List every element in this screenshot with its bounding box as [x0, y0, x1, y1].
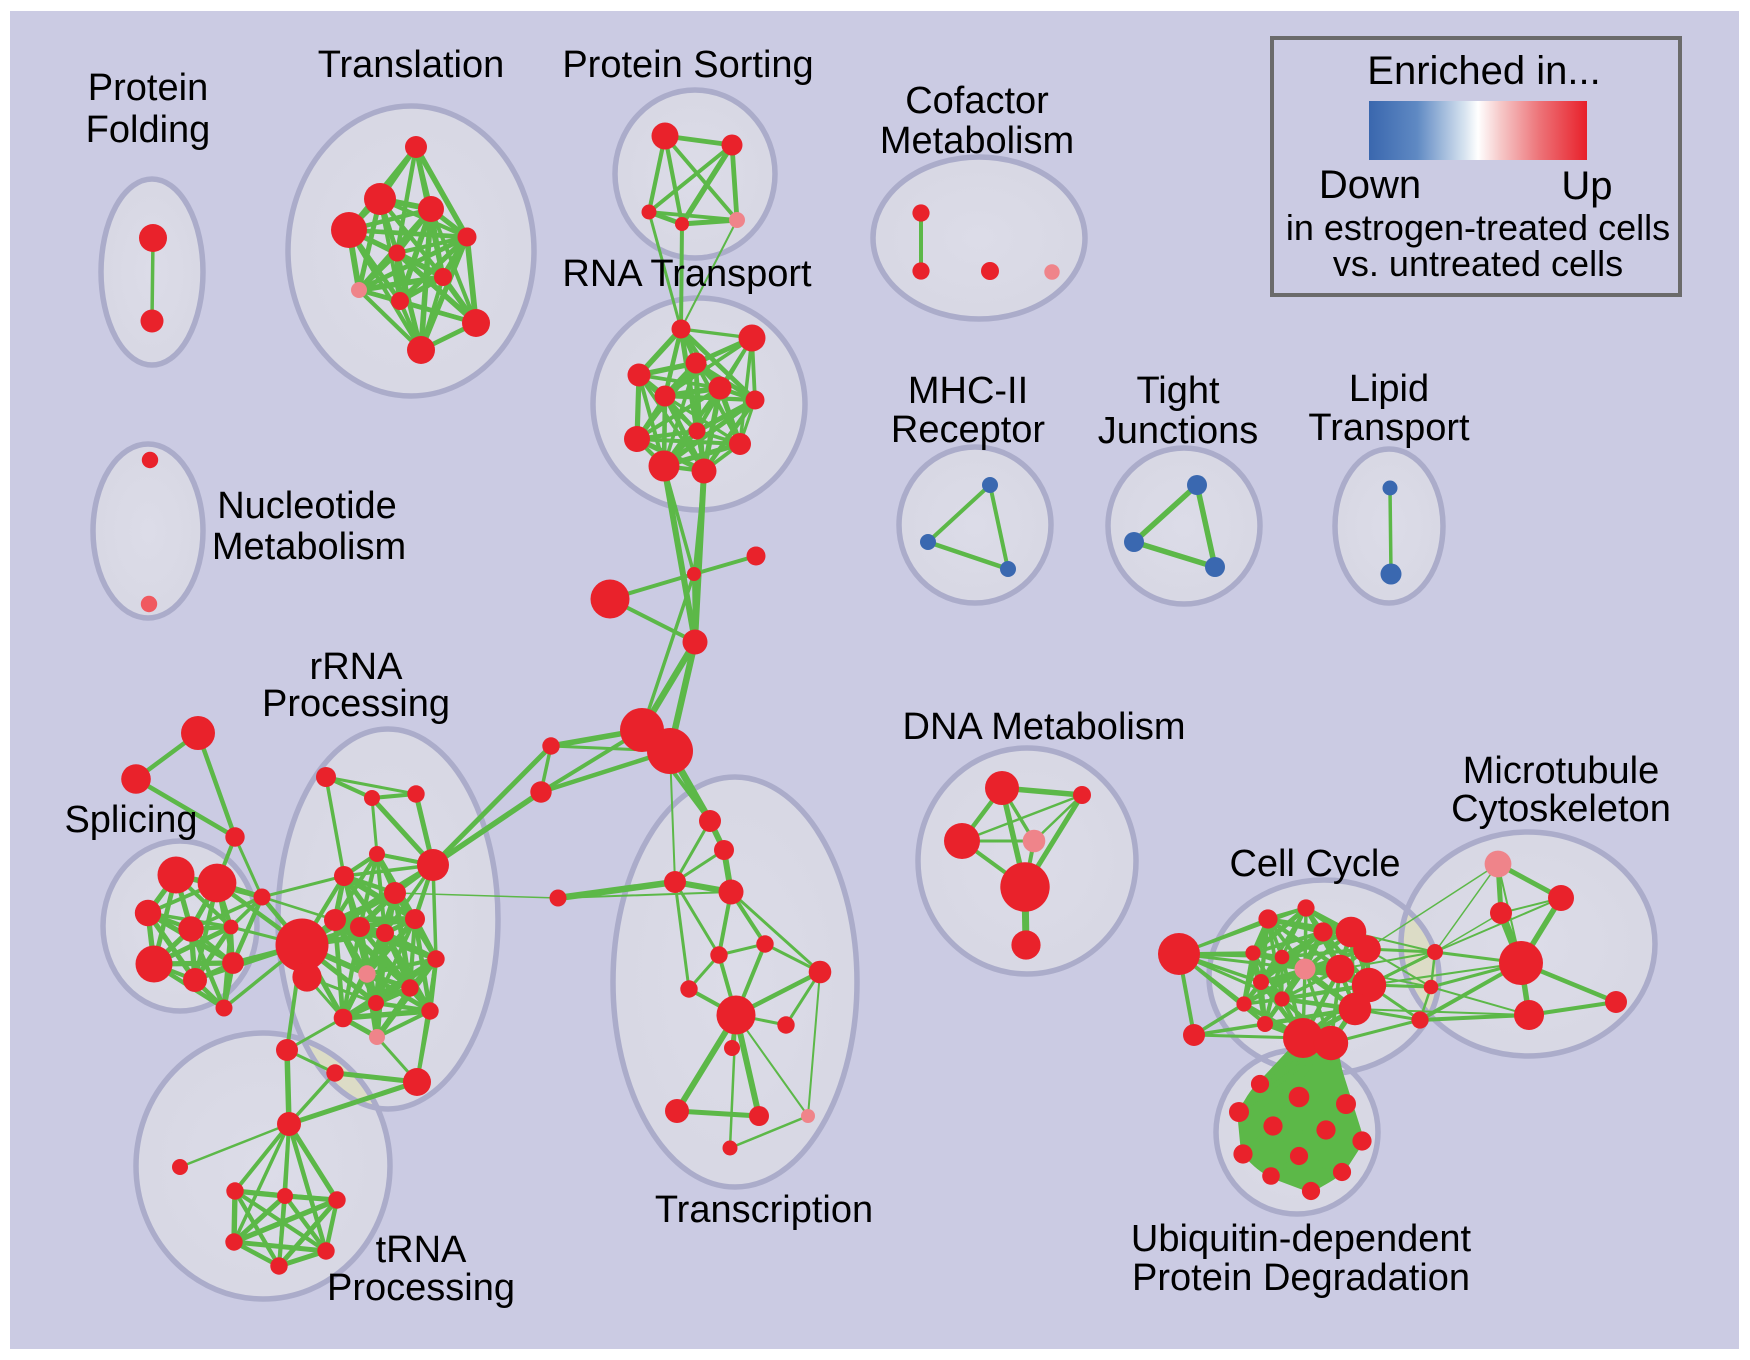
svg-text:DNA Metabolism: DNA Metabolism: [903, 706, 1186, 748]
svg-text:Cell Cycle: Cell Cycle: [1229, 843, 1400, 885]
svg-text:Enriched in...: Enriched in...: [1367, 49, 1600, 93]
svg-text:Protein: Protein: [88, 67, 208, 109]
svg-text:MHC-II: MHC-II: [908, 370, 1028, 412]
svg-text:Down: Down: [1319, 163, 1421, 207]
svg-text:Protein Degradation: Protein Degradation: [1132, 1257, 1470, 1299]
svg-text:Protein Sorting: Protein Sorting: [562, 44, 813, 86]
svg-text:Metabolism: Metabolism: [880, 120, 1074, 162]
svg-text:Splicing: Splicing: [64, 799, 197, 841]
svg-text:Tight: Tight: [1136, 370, 1220, 412]
svg-text:Processing: Processing: [327, 1267, 515, 1309]
svg-text:Translation: Translation: [318, 44, 505, 86]
svg-text:Receptor: Receptor: [891, 409, 1046, 451]
svg-text:RNA Transport: RNA Transport: [562, 253, 812, 295]
svg-text:Junctions: Junctions: [1098, 410, 1259, 452]
svg-text:vs. untreated cells: vs. untreated cells: [1333, 243, 1623, 284]
svg-text:Microtubule: Microtubule: [1463, 750, 1659, 792]
svg-text:Lipid: Lipid: [1349, 368, 1429, 410]
svg-text:tRNA: tRNA: [376, 1229, 467, 1271]
svg-text:Transport: Transport: [1308, 407, 1470, 449]
svg-text:Ubiquitin-dependent: Ubiquitin-dependent: [1131, 1218, 1472, 1260]
svg-text:Transcription: Transcription: [655, 1189, 873, 1231]
svg-text:Metabolism: Metabolism: [212, 526, 406, 568]
svg-text:Nucleotide: Nucleotide: [217, 485, 397, 527]
svg-text:Folding: Folding: [86, 109, 211, 151]
svg-text:Cofactor: Cofactor: [905, 80, 1049, 122]
svg-text:Up: Up: [1561, 164, 1612, 208]
svg-text:Processing: Processing: [262, 683, 450, 725]
svg-text:in estrogen-treated cells: in estrogen-treated cells: [1286, 207, 1670, 248]
svg-text:rRNA: rRNA: [310, 646, 404, 688]
svg-text:Cytoskeleton: Cytoskeleton: [1451, 788, 1671, 830]
